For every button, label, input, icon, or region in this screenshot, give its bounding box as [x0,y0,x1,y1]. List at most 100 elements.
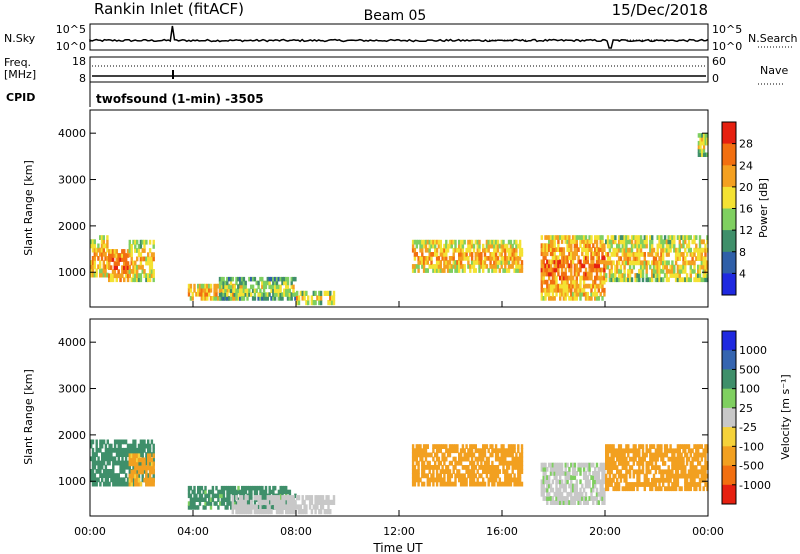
power-cell [253,292,257,297]
power-cell [228,287,231,293]
power-cell [115,249,118,254]
velocity-cell [656,486,659,492]
velocity-cell [680,486,683,492]
power-cell [581,251,584,257]
power-cell [430,243,433,249]
power-cell [674,260,678,266]
velocity-cell [559,500,562,505]
velocity-cell [680,469,683,475]
velocity-cell [95,469,98,474]
power-cell [137,248,141,253]
power-cell [582,271,586,277]
power-cell [546,267,549,273]
velocity-cell [117,447,120,453]
velocity-cell [139,443,143,449]
velocity-cell [470,469,474,474]
power-cell [691,239,694,245]
power-colorbar-band-1 [722,143,736,166]
velocity-cell [700,477,703,483]
velocity-cell [697,473,700,479]
power-cell [588,267,591,273]
velocity-cell [597,491,600,497]
power-cell [544,247,547,252]
power-cell [628,268,632,274]
power-cell [511,256,514,261]
power-cell [329,300,332,306]
power-cell [91,260,95,265]
velocity-cell [601,491,604,497]
power-cell [540,259,543,265]
power-cell [195,291,198,297]
power-cell [595,239,599,244]
velocity-cell [128,457,131,463]
velocity-cell [285,495,288,501]
velocity-cell [119,481,122,487]
power-cell [564,275,567,281]
velocity-cell [520,460,524,466]
power-cell [560,279,564,285]
velocity-cell [628,448,632,454]
velocity-cell [502,460,505,466]
velocity-cell [123,469,126,474]
power-cell [250,292,253,297]
velocity-cell [288,499,291,505]
power-cell [515,256,518,261]
velocity-cell [485,473,489,479]
velocity-cell [588,462,591,468]
power-cell [458,264,461,269]
power-cell [208,291,211,297]
velocity-cell [682,444,685,449]
power-cell [215,291,218,297]
velocity-cell [549,462,553,468]
velocity-cell [684,448,687,454]
velocity-cell [564,462,567,468]
velocity-cell [614,482,617,487]
power-cell [634,256,637,261]
power-cell [458,247,461,253]
power-cell [603,291,606,297]
velocity-cell [700,444,703,449]
velocity-cell [428,452,431,458]
power-cell [99,247,102,253]
velocity-cell [617,456,621,462]
power-cell [240,291,244,297]
velocity-cell [632,444,635,449]
velocity-cell [680,456,683,462]
power-cell [469,247,472,253]
power-cell [261,292,264,297]
power-cell [669,239,672,245]
power-cell [443,256,446,261]
velocity-cell [148,465,152,471]
power-cell [478,264,481,269]
velocity-cell [673,452,676,458]
power-cell [542,279,545,285]
power-cell [108,265,111,270]
velocity-cell [143,439,146,445]
velocity-cell [482,477,485,483]
velocity-cell [99,464,102,470]
power-cell [564,296,567,301]
velocity-cell [262,499,266,505]
power-ytick-label-2: 3000 [58,174,86,187]
power-cell [584,239,588,244]
velocity-cell [119,460,122,466]
velocity-cell [546,483,549,489]
power-cell [413,264,417,269]
power-cell [601,235,604,240]
power-ytick-label-3: 4000 [58,127,86,140]
power-cell [674,256,678,261]
velocity-cell [581,483,584,489]
velocity-cell [627,482,630,487]
power-cell [595,283,599,289]
velocity-cell [546,479,549,485]
power-cell [544,243,547,248]
velocity-cell [595,491,599,497]
power-cell [152,273,155,278]
velocity-cell [685,461,689,466]
velocity-cell [286,489,290,495]
power-cell [130,252,133,258]
velocity-cell [684,477,687,483]
power-cell [704,247,707,253]
velocity-cell [500,460,503,466]
power-cell [454,260,457,265]
